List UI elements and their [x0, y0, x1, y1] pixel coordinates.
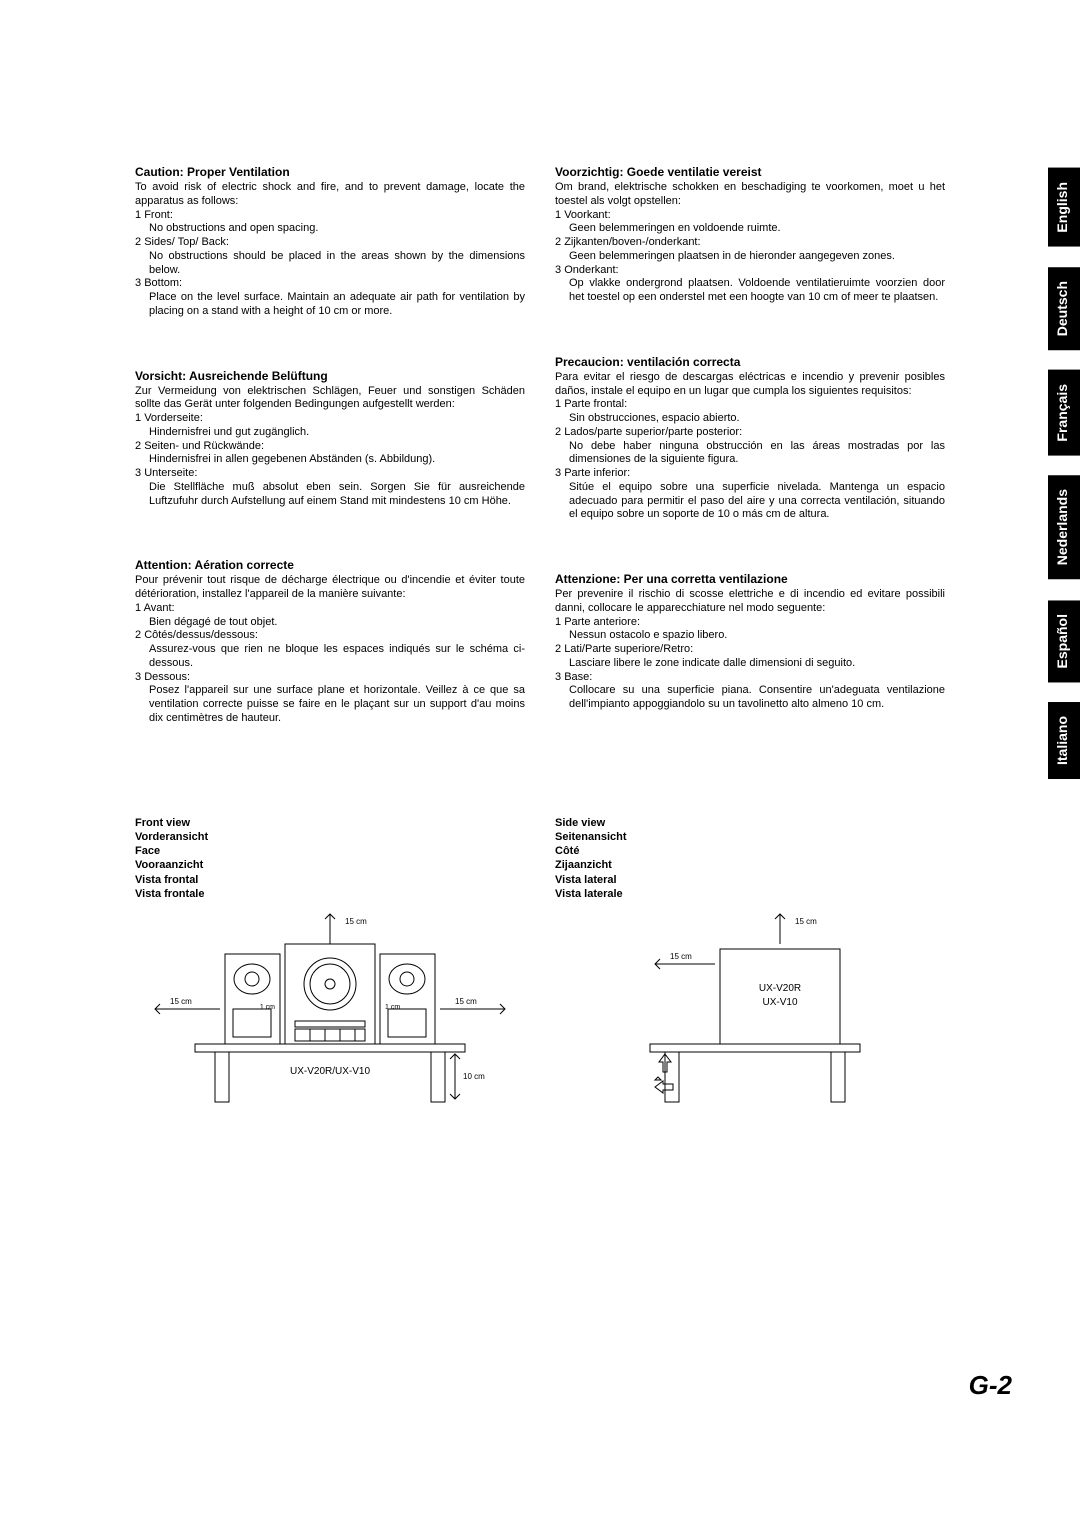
heading-nl: Voorzichtig: Goede ventilatie vereist [555, 165, 945, 179]
front-model-label: UX-V20R/UX-V10 [290, 1066, 370, 1077]
section-en: Caution: Proper Ventilation To avoid ris… [135, 165, 525, 319]
item-es-1: 1 Parte frontal: Sin obstrucciones, espa… [555, 398, 945, 426]
lang-tab-espanol: Español [1048, 600, 1080, 682]
svg-text:10 cm: 10 cm [463, 1072, 485, 1081]
side-model-2: UX-V10 [762, 997, 797, 1008]
section-it: Attenzione: Per una corretta ventilazion… [555, 572, 945, 712]
svg-text:15 cm: 15 cm [670, 952, 692, 961]
lang-tab-italiano: Italiano [1048, 702, 1080, 779]
heading-fr: Attention: Aération correcte [135, 558, 525, 572]
item-de-1: 1 Vorderseite: Hindernisfrei und gut zug… [135, 412, 525, 440]
section-nl: Voorzichtig: Goede ventilatie vereist Om… [555, 165, 945, 305]
intro-en: To avoid risk of electric shock and fire… [135, 181, 525, 209]
lang-tab-english: English [1048, 168, 1080, 247]
page-number: G-2 [969, 1370, 1012, 1401]
svg-text:1 cm: 1 cm [385, 1004, 400, 1011]
front-view-labels: Front view Vorderansicht Face Vooraanzic… [135, 816, 525, 902]
item-nl-1: 1 Voorkant: Geen belemmeringen en voldoe… [555, 209, 945, 237]
side-view-diagram: 15 cm 15 cm UX-V20R UX-V10 [555, 909, 945, 1109]
heading-de: Vorsicht: Ausreichende Belüftung [135, 369, 525, 383]
front-view-block: Front view Vorderansicht Face Vooraanzic… [135, 816, 525, 1115]
item-nl-3: 3 Onderkant: Op vlakke ondergrond plaats… [555, 264, 945, 305]
item-it-2: 2 Lati/Parte superiore/Retro: Lasciare l… [555, 643, 945, 671]
language-tabs: English Deutsch Français Nederlands Espa… [1048, 168, 1080, 779]
section-fr: Attention: Aération correcte Pour préven… [135, 558, 525, 725]
dim-top: 15 cm [345, 917, 367, 926]
item-nl-2: 2 Zijkanten/boven-/onderkant: Geen belem… [555, 236, 945, 264]
svg-text:15 cm: 15 cm [170, 997, 192, 1006]
page-content: Caution: Proper Ventilation To avoid ris… [135, 165, 945, 1114]
intro-nl: Om brand, elektrische schokken en bescha… [555, 181, 945, 209]
svg-text:1 cm: 1 cm [260, 1004, 275, 1011]
item-en-1: 1 Front: No obstructions and open spacin… [135, 209, 525, 237]
intro-de: Zur Vermeidung von elektrischen Schlägen… [135, 385, 525, 413]
item-fr-1: 1 Avant: Bien dégagé de tout objet. [135, 602, 525, 630]
side-view-block: Side view Seitenansicht Côté Zijaanzicht… [555, 816, 945, 1115]
intro-fr: Pour prévenir tout risque de décharge él… [135, 574, 525, 602]
diagrams-row: Front view Vorderansicht Face Vooraanzic… [135, 816, 945, 1115]
heading-en: Caution: Proper Ventilation [135, 165, 525, 179]
left-column: Caution: Proper Ventilation To avoid ris… [135, 165, 525, 776]
section-es: Precaucion: ventilación correcta Para ev… [555, 355, 945, 522]
item-en-3: 3 Bottom: Place on the level surface. Ma… [135, 277, 525, 318]
right-column: Voorzichtig: Goede ventilatie vereist Om… [555, 165, 945, 776]
item-es-2: 2 Lados/parte superior/parte posterior: … [555, 426, 945, 467]
side-view-labels: Side view Seitenansicht Côté Zijaanzicht… [555, 816, 945, 902]
item-fr-3: 3 Dessous: Posez l'appareil sur une surf… [135, 671, 525, 726]
svg-text:15 cm: 15 cm [455, 997, 477, 1006]
item-es-3: 3 Parte inferior: Sitúe el equipo sobre … [555, 467, 945, 522]
lang-tab-nederlands: Nederlands [1048, 475, 1080, 579]
front-view-diagram: 15 cm [135, 909, 525, 1109]
item-it-1: 1 Parte anteriore: Nessun ostacolo e spa… [555, 616, 945, 644]
svg-text:15 cm: 15 cm [795, 917, 817, 926]
item-it-3: 3 Base: Collocare su una superficie pian… [555, 671, 945, 712]
section-de: Vorsicht: Ausreichende Belüftung Zur Ver… [135, 369, 525, 509]
item-en-2: 2 Sides/ Top/ Back: No obstructions shou… [135, 236, 525, 277]
heading-it: Attenzione: Per una corretta ventilazion… [555, 572, 945, 586]
side-model-1: UX-V20R [759, 983, 801, 994]
lang-tab-deutsch: Deutsch [1048, 267, 1080, 350]
item-fr-2: 2 Côtés/dessus/dessous: Assurez-vous que… [135, 629, 525, 670]
intro-it: Per prevenire il rischio di scosse elett… [555, 588, 945, 616]
lang-tab-francais: Français [1048, 370, 1080, 456]
text-columns: Caution: Proper Ventilation To avoid ris… [135, 165, 945, 776]
item-de-2: 2 Seiten- und Rückwände: Hindernisfrei i… [135, 440, 525, 468]
heading-es: Precaucion: ventilación correcta [555, 355, 945, 369]
item-de-3: 3 Unterseite: Die Stellfläche muß absolu… [135, 467, 525, 508]
intro-es: Para evitar el riesgo de descargas eléct… [555, 371, 945, 399]
